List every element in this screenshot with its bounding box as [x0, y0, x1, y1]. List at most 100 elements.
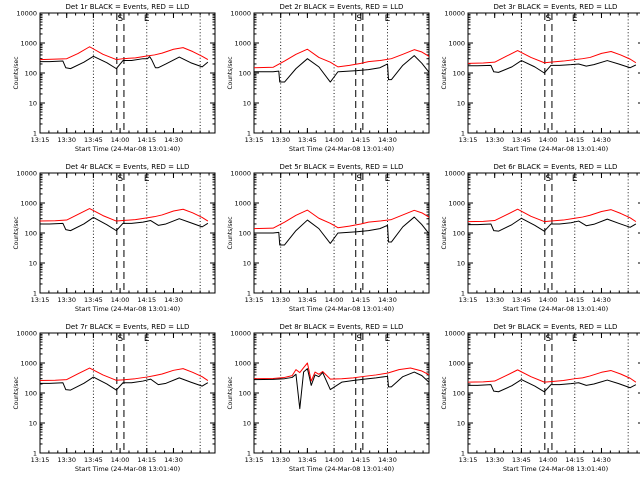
x-tick-label: 14:15 [565, 456, 584, 464]
y-tick-label: 1 [461, 290, 465, 298]
x-tick-label: 14:30 [164, 296, 183, 304]
marker-e: E [144, 174, 150, 184]
plot-area [254, 333, 429, 453]
marker-e: E [572, 334, 578, 344]
marker-e: E [144, 14, 150, 24]
plot-frame [39, 172, 216, 294]
x-tick-label: 14:00 [111, 296, 130, 304]
y-tick-label: 10 [243, 260, 251, 268]
series-lld-line [468, 208, 637, 223]
x-tick-label: 14:15 [565, 136, 584, 144]
plot-area [40, 173, 209, 293]
x-tick-label: 14:30 [592, 296, 611, 304]
marker-s: S [118, 334, 124, 344]
x-tick-label: 14:15 [351, 136, 370, 144]
marker-e: E [572, 14, 578, 24]
y-tick-label: 1000 [234, 40, 251, 48]
x-tick-label: 13:30 [485, 296, 504, 304]
y-axis-label: Counts/sec [441, 56, 448, 89]
x-tick-label: 13:15 [245, 456, 264, 464]
x-tick-label: 13:15 [245, 136, 264, 144]
x-tick-label: 14:15 [565, 296, 584, 304]
y-tick-label: 100 [239, 390, 251, 398]
x-axis-label: Start Time (24-Mar-08 13:01:40) [289, 305, 394, 313]
x-tick-label: 14:30 [378, 296, 397, 304]
y-tick-label: 1 [247, 130, 251, 138]
y-axis-label: Counts/sec [13, 56, 20, 89]
x-tick-label: 13:30 [271, 136, 290, 144]
y-tick-label: 10 [243, 100, 251, 108]
x-tick-label: 14:00 [111, 456, 130, 464]
x-tick-label: 14:15 [137, 296, 156, 304]
x-axis-label: Start Time (24-Mar-08 13:01:40) [503, 305, 608, 313]
y-tick-label: 100 [453, 70, 465, 78]
series-events-line [40, 55, 209, 70]
x-axis-label: Start Time (24-Mar-08 13:01:40) [289, 465, 394, 473]
y-tick-label: 1000 [20, 40, 37, 48]
x-tick-label: 13:30 [57, 456, 76, 464]
chart-panel-9: Det 9r BLACK = Events, RED = LLD 1 10 100 10… [441, 323, 640, 473]
x-tick-label: 13:15 [31, 136, 50, 144]
y-tick-label: 1000 [448, 360, 465, 368]
x-tick-label: 13:15 [31, 456, 50, 464]
x-tick-label: 13:45 [84, 296, 103, 304]
y-tick-label: 100 [453, 390, 465, 398]
y-tick-label: 10000 [444, 170, 465, 178]
series-events-line [40, 376, 209, 391]
y-tick-label: 1000 [234, 200, 251, 208]
chart-panel-5: Det 5r BLACK = Events, RED = LLD 1 10 100 10… [227, 163, 430, 313]
x-tick-label: 14:30 [592, 456, 611, 464]
plot-frame [39, 332, 216, 454]
y-tick-label: 100 [453, 230, 465, 238]
series-lld-line [468, 50, 637, 64]
x-tick-label: 14:00 [325, 456, 344, 464]
x-tick-label: 13:30 [485, 456, 504, 464]
chart-title: Det 1r BLACK = Events, RED = LLD [66, 3, 190, 11]
y-tick-label: 10000 [444, 330, 465, 338]
chart-panel-1: Det 1r BLACK = Events, RED = LLD 1 10 100 10… [13, 3, 216, 153]
x-axis-label: Start Time (24-Mar-08 13:01:40) [75, 145, 180, 153]
x-tick-label: 14:00 [325, 296, 344, 304]
plot-frame [467, 332, 640, 454]
marker-s: S [546, 334, 552, 344]
x-tick-label: 13:45 [298, 296, 317, 304]
plot-frame [39, 12, 216, 134]
y-tick-label: 1 [461, 130, 465, 138]
x-tick-label: 14:30 [164, 456, 183, 464]
y-axis-label: Counts/sec [441, 216, 448, 249]
chart-panel-3: Det 3r BLACK = Events, RED = LLD 1 10 100 10… [441, 3, 640, 153]
x-tick-label: 14:15 [137, 456, 156, 464]
x-axis-label: Start Time (24-Mar-08 13:01:40) [75, 305, 180, 313]
plot-area [40, 13, 209, 133]
x-tick-label: 14:15 [137, 136, 156, 144]
marker-s: S [546, 14, 552, 24]
chart-title: Det 2r BLACK = Events, RED = LLD [280, 3, 404, 11]
x-tick-label: 13:45 [298, 456, 317, 464]
y-tick-label: 1 [247, 290, 251, 298]
series-events-line [40, 216, 209, 232]
y-axis-label: Counts/sec [441, 376, 448, 409]
y-tick-label: 100 [25, 70, 37, 78]
y-tick-label: 1000 [234, 360, 251, 368]
series-lld-line [40, 208, 209, 222]
chart-panel-8: Det 8r BLACK = Events, RED = LLD 1 10 100 10… [227, 323, 430, 473]
series-events-line [254, 216, 429, 246]
x-tick-label: 13:45 [512, 456, 531, 464]
x-tick-label: 13:30 [57, 136, 76, 144]
x-tick-label: 13:30 [57, 296, 76, 304]
y-tick-label: 1000 [20, 360, 37, 368]
marker-s: S [546, 174, 552, 184]
series-events-line [468, 60, 637, 74]
x-tick-label: 14:15 [351, 456, 370, 464]
y-tick-label: 10 [457, 260, 465, 268]
y-tick-label: 10000 [444, 10, 465, 18]
y-axis-label: Counts/sec [13, 216, 20, 249]
y-axis-label: Counts/sec [227, 56, 234, 89]
series-lld-line [254, 209, 429, 230]
plot-frame [253, 332, 430, 454]
x-tick-label: 13:45 [512, 296, 531, 304]
x-tick-label: 13:15 [459, 136, 478, 144]
y-tick-label: 1 [33, 450, 37, 458]
x-tick-label: 13:45 [298, 136, 317, 144]
marker-s: S [118, 174, 124, 184]
